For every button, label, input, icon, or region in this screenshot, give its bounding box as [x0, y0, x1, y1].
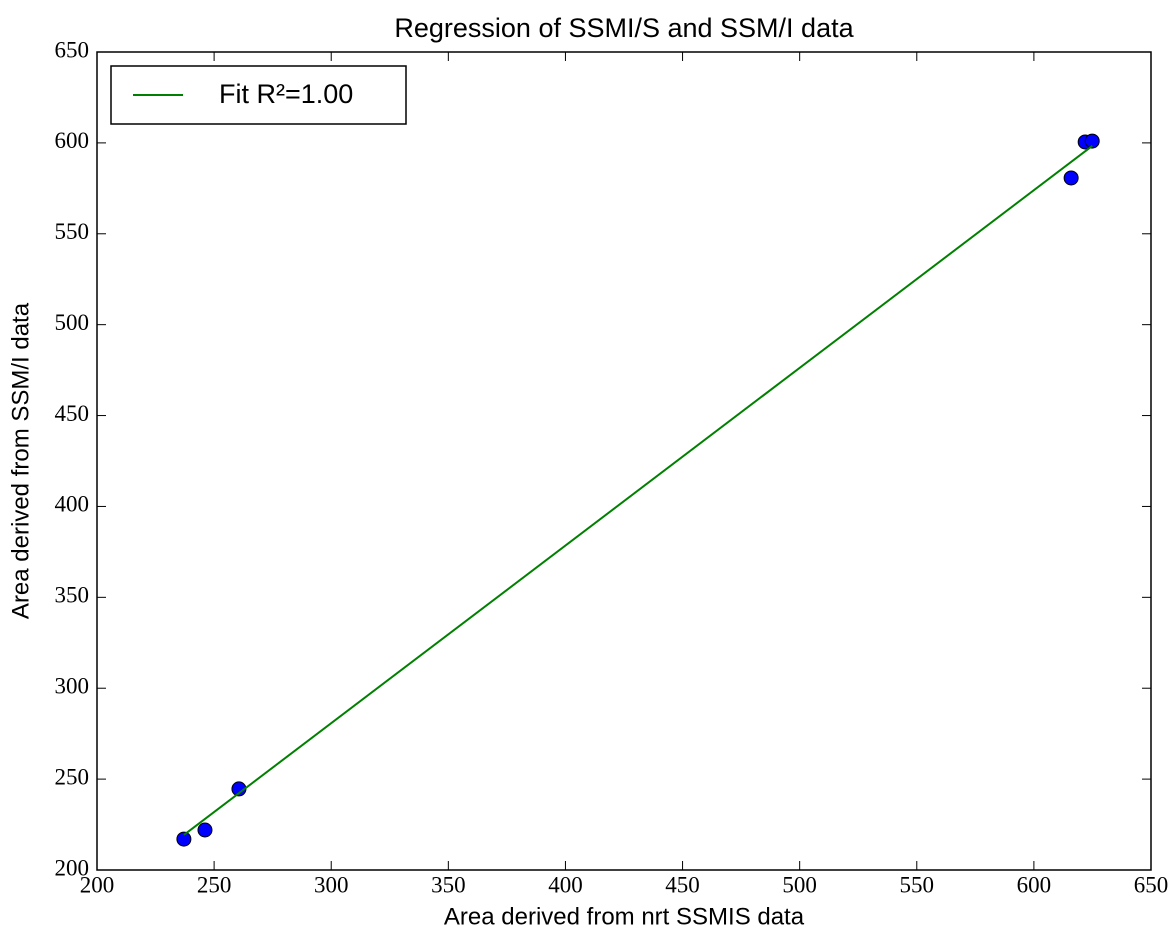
x-tick-label: 250 [197, 872, 232, 897]
y-axis-label: Area derived from SSM/I data [7, 302, 34, 619]
data-point [176, 831, 192, 847]
x-tick-label: 400 [548, 872, 583, 897]
data-point [1084, 133, 1100, 149]
y-tick-label: 650 [55, 37, 90, 62]
x-tick-label: 600 [1017, 872, 1052, 897]
y-tick-label: 350 [55, 583, 90, 608]
y-tick-label: 250 [55, 764, 90, 789]
x-tick-label: 550 [900, 872, 935, 897]
legend-label: Fit R²=1.00 [219, 79, 353, 109]
x-tick-label: 200 [80, 872, 115, 897]
chart-title: Regression of SSMI/S and SSM/I data [394, 13, 854, 43]
y-tick-label: 300 [55, 674, 90, 699]
data-point [1063, 170, 1079, 186]
x-axis-label: Area derived from nrt SSMIS data [444, 903, 805, 930]
x-tick-label: 300 [314, 872, 349, 897]
y-tick-label: 500 [55, 310, 90, 335]
y-tick-label: 200 [55, 855, 90, 880]
x-tick-label: 500 [782, 872, 817, 897]
x-tick-label: 650 [1134, 872, 1169, 897]
y-tick-label: 400 [55, 492, 90, 517]
y-tick-label: 600 [55, 128, 90, 153]
y-tick-label: 550 [55, 219, 90, 244]
x-tick-label: 350 [431, 872, 466, 897]
fit-line [183, 145, 1093, 836]
x-tick-label: 450 [665, 872, 700, 897]
plot-frame [96, 51, 1152, 871]
data-point [197, 822, 213, 838]
y-tick-label: 450 [55, 401, 90, 426]
